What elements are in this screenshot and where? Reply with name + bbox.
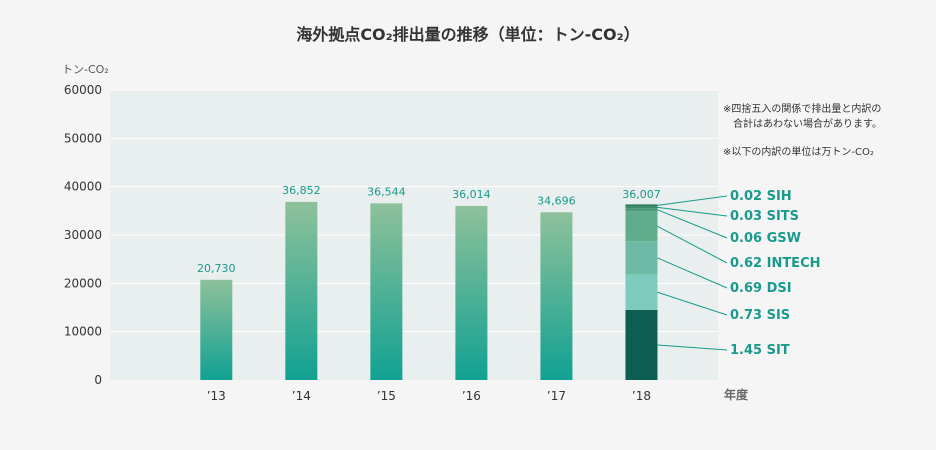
bar-segment-intech xyxy=(625,211,658,242)
data-label: 34,696 xyxy=(537,194,576,207)
bar-segment-sits xyxy=(625,206,658,209)
bar xyxy=(540,212,573,380)
data-label: 36,014 xyxy=(452,188,491,201)
x-tick-label: ’15 xyxy=(377,389,396,403)
y-tick-label: 60000 xyxy=(64,83,102,97)
x-tick-label: ’18 xyxy=(632,389,651,403)
leader-line xyxy=(657,291,728,316)
breakdown-label-sis: 0.73 SIS xyxy=(730,308,790,323)
x-tick-label: ’14 xyxy=(292,389,311,403)
y-tick-label: 20000 xyxy=(64,276,102,290)
leader-line xyxy=(657,195,728,206)
x-tick-label: ’16 xyxy=(462,389,481,403)
data-label: 20,730 xyxy=(197,262,236,275)
leader-line xyxy=(657,209,728,239)
note-line-2: 合計はあわない場合があります。 xyxy=(733,117,882,130)
x-tick-label: ’17 xyxy=(547,389,566,403)
x-tick-label: ’13 xyxy=(207,389,226,403)
breakdown-label-sit: 1.45 SIT xyxy=(730,343,790,358)
data-label: 36,007 xyxy=(622,188,661,201)
breakdown-label-dsi: 0.69 DSI xyxy=(730,281,792,296)
leader-line xyxy=(657,344,728,351)
leader-line xyxy=(657,225,728,264)
bar xyxy=(200,279,233,380)
bar-segment-gsw xyxy=(625,208,658,212)
y-tick-label: 0 xyxy=(94,373,102,387)
y-tick-label: 50000 xyxy=(64,131,102,145)
bar xyxy=(455,205,488,380)
bar-segment-sih xyxy=(625,204,658,207)
breakdown-label-sits: 0.03 SITS xyxy=(730,209,799,224)
bar xyxy=(285,201,318,380)
x-axis-label: 年度 xyxy=(724,387,749,402)
y-axis-label: トン-CO₂ xyxy=(62,63,109,76)
note-line-1: ※四捨五入の関係で排出量と内訳の xyxy=(723,102,881,115)
bar-segment-sit xyxy=(625,309,658,380)
y-tick-label: 40000 xyxy=(64,180,102,194)
bar-segment-dsi xyxy=(625,241,658,275)
y-tick-label: 30000 xyxy=(64,228,102,242)
note-line-3: ※以下の内訳の単位は万トン-CO₂ xyxy=(723,145,874,158)
breakdown-label-intech: 0.62 INTECH xyxy=(730,256,821,271)
leader-line xyxy=(657,257,728,289)
breakdown-label-sih: 0.02 SIH xyxy=(730,189,792,204)
chart-title: 海外拠点CO₂排出量の推移（単位：トン-CO₂） xyxy=(296,25,639,44)
bar xyxy=(370,203,403,380)
data-label: 36,544 xyxy=(367,185,406,198)
leader-line xyxy=(657,206,728,217)
y-tick-label: 10000 xyxy=(64,325,102,339)
data-label: 36,852 xyxy=(282,184,321,197)
bar-segment-sis xyxy=(625,274,658,310)
breakdown-label-gsw: 0.06 GSW xyxy=(730,231,801,246)
